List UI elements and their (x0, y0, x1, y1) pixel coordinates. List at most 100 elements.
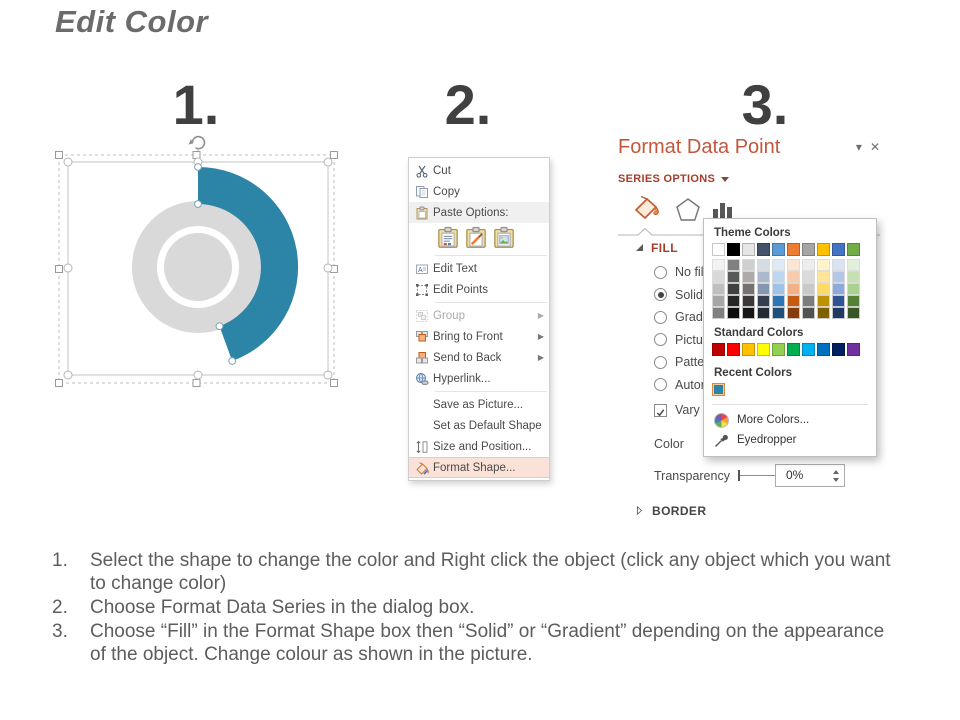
spin-up-icon[interactable] (833, 469, 839, 474)
color-swatch[interactable] (787, 283, 800, 295)
radio-icon[interactable] (654, 265, 667, 279)
eyedropper-item[interactable]: Eyedropper (712, 430, 868, 450)
menu-item-save-as-picture[interactable]: Save as Picture... (409, 394, 549, 415)
transparency-spinner[interactable]: 0% (775, 464, 845, 487)
transparency-value[interactable]: 0% (786, 468, 804, 482)
color-swatch[interactable] (712, 295, 725, 307)
color-swatch[interactable] (847, 343, 860, 356)
color-swatch[interactable] (817, 343, 830, 356)
color-swatch[interactable] (832, 307, 845, 319)
menu-item-bring-to-front[interactable]: Bring to Front ▶ (409, 326, 549, 347)
option-no-fill[interactable]: No fill (618, 261, 880, 284)
menu-item-cut[interactable]: Cut (409, 160, 549, 181)
color-swatch[interactable] (847, 307, 860, 319)
color-swatch[interactable] (847, 243, 860, 256)
color-swatch[interactable] (727, 307, 740, 319)
color-swatch[interactable] (742, 295, 755, 307)
radio-selected-icon[interactable] (654, 288, 667, 302)
fill-section-header[interactable]: FILL (618, 241, 880, 255)
color-swatch[interactable] (712, 307, 725, 319)
radio-icon[interactable] (654, 378, 667, 392)
menu-item-format-shape[interactable]: Format Shape... (409, 457, 549, 478)
color-swatch[interactable] (772, 243, 785, 256)
color-swatch[interactable] (742, 283, 755, 295)
menu-item-send-to-back[interactable]: Send to Back ▶ (409, 347, 549, 368)
color-swatch[interactable] (757, 271, 770, 283)
color-swatch[interactable] (802, 343, 815, 356)
color-swatch[interactable] (787, 307, 800, 319)
more-colors-item[interactable]: More Colors... (712, 410, 868, 430)
color-swatch[interactable] (772, 295, 785, 307)
color-swatch[interactable] (787, 259, 800, 271)
color-swatch[interactable] (742, 243, 755, 256)
radio-icon[interactable] (654, 333, 667, 347)
color-swatch[interactable] (712, 343, 725, 356)
color-swatch[interactable] (727, 343, 740, 356)
color-swatch[interactable] (832, 295, 845, 307)
color-swatch[interactable] (712, 259, 725, 271)
series-options-header[interactable]: SERIES OPTIONS (618, 173, 716, 185)
color-swatch[interactable] (757, 259, 770, 271)
color-swatch[interactable] (832, 243, 845, 256)
color-swatch[interactable] (802, 243, 815, 256)
menu-item-edit-text[interactable]: A Edit Text (409, 258, 549, 279)
color-swatch[interactable] (817, 259, 830, 271)
color-swatch[interactable] (817, 271, 830, 283)
transparency-slider[interactable] (737, 470, 776, 481)
color-swatch[interactable] (757, 295, 770, 307)
selection-handles-outer[interactable] (55, 151, 338, 387)
color-swatch[interactable] (847, 283, 860, 295)
color-swatch[interactable] (772, 307, 785, 319)
color-swatch[interactable] (787, 295, 800, 307)
color-swatch[interactable] (712, 383, 725, 396)
border-section-header[interactable]: BORDER (618, 504, 880, 518)
color-swatch[interactable] (802, 295, 815, 307)
arc-handles[interactable] (194, 163, 237, 365)
menu-item-copy[interactable]: Copy (409, 181, 549, 202)
color-swatch[interactable] (712, 283, 725, 295)
menu-item-paste-options[interactable]: Paste Options: (409, 202, 549, 223)
color-swatch[interactable] (802, 259, 815, 271)
color-swatch[interactable] (772, 283, 785, 295)
tab-effects-pentagon-icon[interactable] (674, 197, 702, 223)
color-swatch[interactable] (742, 271, 755, 283)
paste-merge-formatting-icon[interactable] (465, 226, 487, 249)
tab-series-options-barchart-icon[interactable] (712, 199, 736, 219)
color-swatch[interactable] (757, 307, 770, 319)
paste-as-picture-icon[interactable] (493, 226, 515, 249)
donut-chart[interactable] (131, 163, 299, 365)
color-swatch[interactable] (742, 307, 755, 319)
color-swatch[interactable] (847, 271, 860, 283)
color-swatch[interactable] (742, 343, 755, 356)
donut-center-circle[interactable] (164, 233, 232, 301)
close-icon[interactable]: ✕ (869, 140, 880, 154)
color-swatch[interactable] (727, 243, 740, 256)
pane-options-icon[interactable]: ▾ (855, 140, 862, 154)
color-swatch[interactable] (847, 295, 860, 307)
color-swatch[interactable] (802, 271, 815, 283)
paste-keep-formatting-icon[interactable] (437, 226, 459, 249)
color-swatch[interactable] (757, 343, 770, 356)
color-swatch[interactable] (832, 271, 845, 283)
color-swatch[interactable] (712, 243, 725, 256)
color-swatch[interactable] (817, 295, 830, 307)
chevron-down-icon[interactable] (721, 176, 730, 182)
checkbox-checked-icon[interactable] (654, 403, 667, 417)
menu-item-group[interactable]: Group ▶ (409, 305, 549, 326)
menu-item-set-as-default-shape[interactable]: Set as Default Shape (409, 415, 549, 436)
color-swatch[interactable] (757, 283, 770, 295)
color-swatch[interactable] (727, 295, 740, 307)
menu-item-edit-points[interactable]: Edit Points (409, 279, 549, 300)
color-swatch[interactable] (817, 283, 830, 295)
radio-icon[interactable] (654, 355, 667, 369)
color-swatch[interactable] (727, 271, 740, 283)
menu-item-size-and-position[interactable]: Size and Position... (409, 436, 549, 457)
color-swatch[interactable] (727, 283, 740, 295)
color-swatch[interactable] (712, 271, 725, 283)
color-swatch[interactable] (772, 343, 785, 356)
color-swatch[interactable] (727, 259, 740, 271)
color-swatch[interactable] (787, 271, 800, 283)
color-swatch[interactable] (832, 343, 845, 356)
color-swatch[interactable] (757, 243, 770, 256)
color-swatch[interactable] (817, 243, 830, 256)
